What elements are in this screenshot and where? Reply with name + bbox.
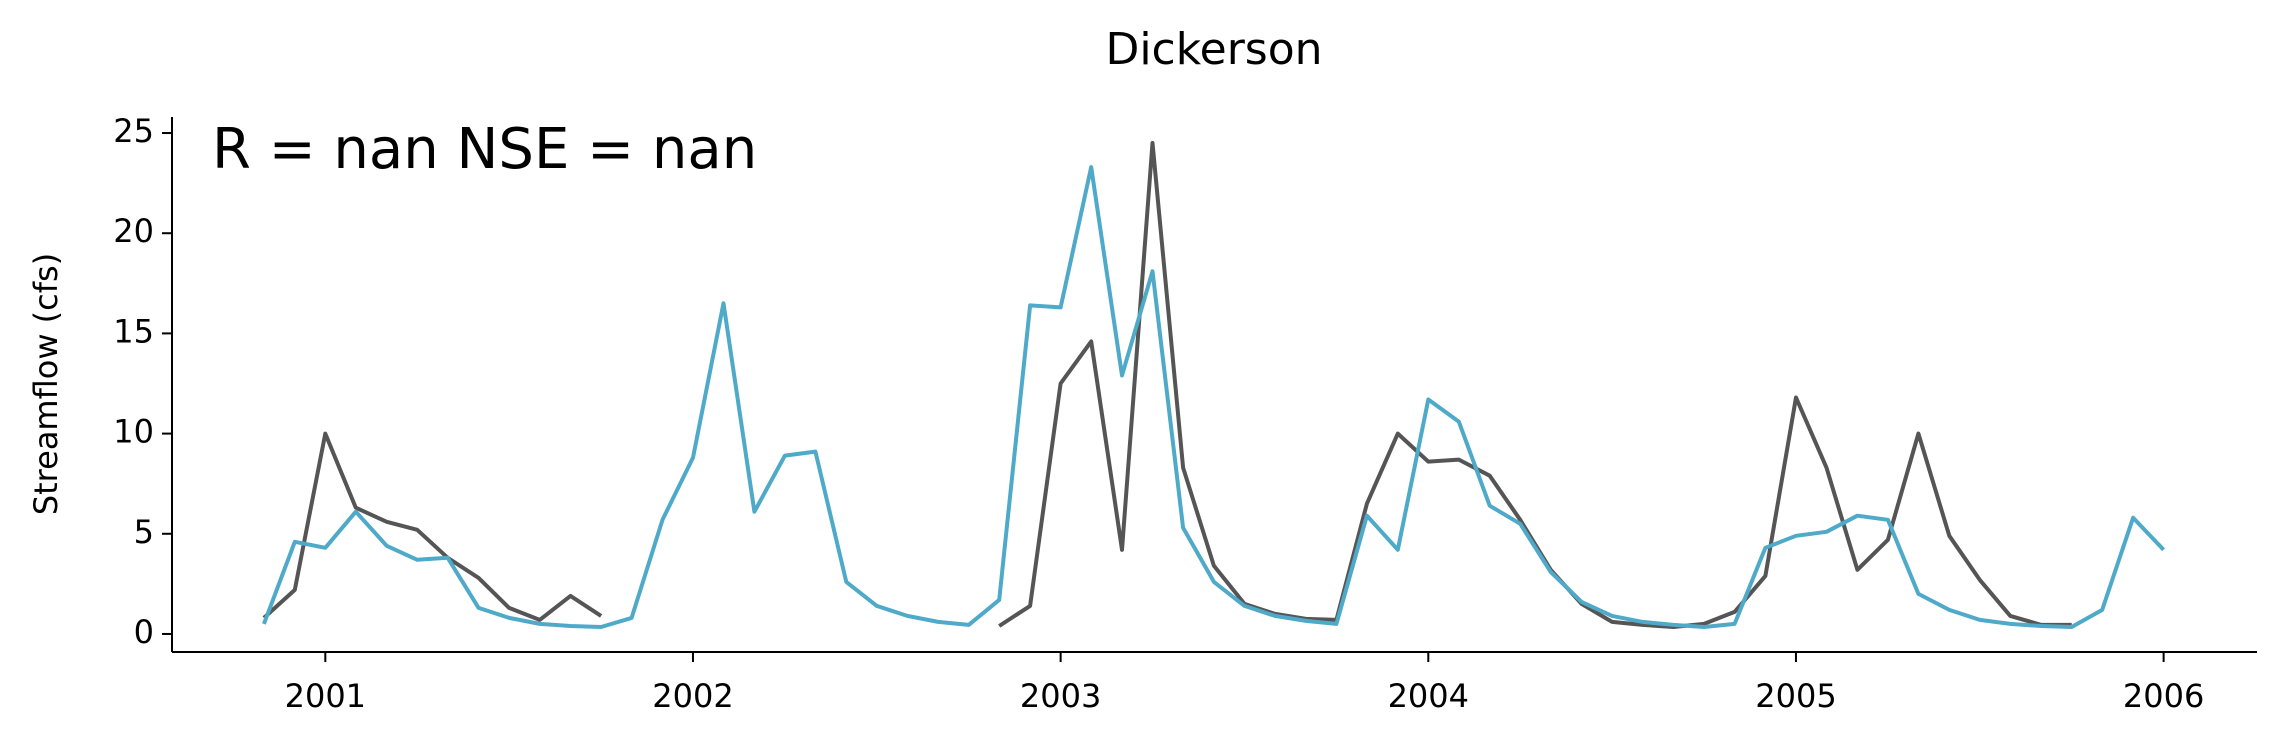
y-tick-label: 0 (134, 613, 154, 651)
y-tick-label: 15 (113, 312, 154, 350)
x-tick-label: 2002 (652, 677, 733, 715)
annotation: R = nan NSE = nan (212, 117, 757, 182)
chart-title: Dickerson (1105, 24, 1322, 75)
x-tick-label: 2004 (1388, 677, 1469, 715)
y-tick-label: 5 (134, 513, 154, 551)
x-tick-label: 2005 (1755, 677, 1836, 715)
x-tick-label: 2003 (1020, 677, 1101, 715)
y-axis-label: Streamflow (cfs) (27, 253, 65, 515)
y-tick-label: 25 (113, 112, 154, 150)
x-tick-label: 2001 (285, 677, 366, 715)
x-tick-label: 2006 (2123, 677, 2204, 715)
series-line (262, 165, 2166, 629)
y-tick-label: 10 (113, 413, 154, 451)
y-tick-label: 20 (113, 212, 154, 250)
